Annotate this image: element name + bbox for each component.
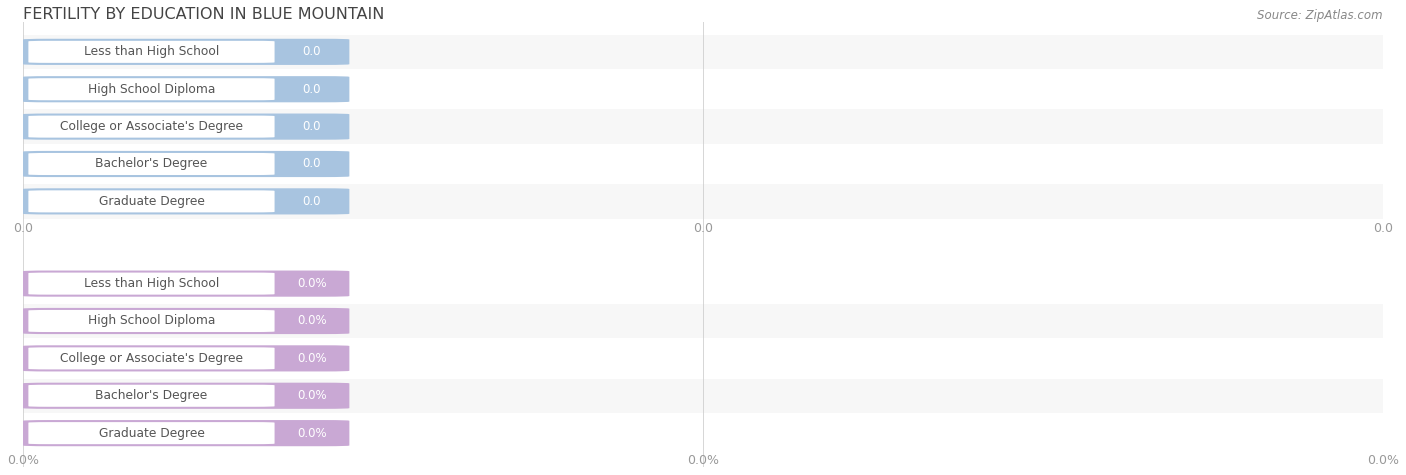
FancyBboxPatch shape xyxy=(22,308,349,334)
Text: College or Associate's Degree: College or Associate's Degree xyxy=(60,352,243,365)
Text: Graduate Degree: Graduate Degree xyxy=(98,195,204,208)
Text: Bachelor's Degree: Bachelor's Degree xyxy=(96,158,208,171)
Text: 0.0%: 0.0% xyxy=(688,454,718,467)
FancyBboxPatch shape xyxy=(28,422,274,444)
Text: Bachelor's Degree: Bachelor's Degree xyxy=(96,389,208,402)
Bar xyxy=(22,266,1384,301)
FancyBboxPatch shape xyxy=(28,273,274,294)
FancyBboxPatch shape xyxy=(28,310,274,332)
Text: 0.0%: 0.0% xyxy=(297,427,326,440)
Bar xyxy=(22,35,1384,69)
Bar xyxy=(22,147,1384,181)
FancyBboxPatch shape xyxy=(28,153,274,175)
Text: Less than High School: Less than High School xyxy=(84,277,219,290)
Text: College or Associate's Degree: College or Associate's Degree xyxy=(60,120,243,133)
Bar xyxy=(22,304,1384,338)
Text: 0.0%: 0.0% xyxy=(297,314,326,327)
Text: Source: ZipAtlas.com: Source: ZipAtlas.com xyxy=(1257,9,1384,22)
FancyBboxPatch shape xyxy=(22,420,349,446)
FancyBboxPatch shape xyxy=(22,383,349,409)
Bar xyxy=(22,416,1384,450)
Bar xyxy=(22,109,1384,144)
Text: Graduate Degree: Graduate Degree xyxy=(98,427,204,440)
FancyBboxPatch shape xyxy=(28,41,274,63)
FancyBboxPatch shape xyxy=(28,190,274,212)
Bar xyxy=(22,184,1384,218)
FancyBboxPatch shape xyxy=(22,151,349,177)
Text: 0.0%: 0.0% xyxy=(297,389,326,402)
Text: Less than High School: Less than High School xyxy=(84,45,219,58)
Text: 0.0: 0.0 xyxy=(302,195,321,208)
Text: 0.0: 0.0 xyxy=(302,83,321,96)
Text: 0.0: 0.0 xyxy=(302,120,321,133)
FancyBboxPatch shape xyxy=(22,114,349,140)
FancyBboxPatch shape xyxy=(28,115,274,138)
FancyBboxPatch shape xyxy=(22,39,349,65)
FancyBboxPatch shape xyxy=(28,78,274,100)
Text: High School Diploma: High School Diploma xyxy=(87,83,215,96)
Text: FERTILITY BY EDUCATION IN BLUE MOUNTAIN: FERTILITY BY EDUCATION IN BLUE MOUNTAIN xyxy=(22,7,384,22)
Text: 0.0: 0.0 xyxy=(302,158,321,171)
Text: 0.0%: 0.0% xyxy=(1367,454,1399,467)
FancyBboxPatch shape xyxy=(28,385,274,407)
FancyBboxPatch shape xyxy=(22,345,349,371)
Text: 0.0: 0.0 xyxy=(1374,222,1393,235)
Bar xyxy=(22,341,1384,376)
Text: 0.0: 0.0 xyxy=(302,45,321,58)
Bar xyxy=(22,379,1384,413)
Text: High School Diploma: High School Diploma xyxy=(87,314,215,327)
Text: 0.0%: 0.0% xyxy=(297,352,326,365)
Text: 0.0%: 0.0% xyxy=(7,454,39,467)
FancyBboxPatch shape xyxy=(28,347,274,370)
Text: 0.0%: 0.0% xyxy=(297,277,326,290)
Text: 0.0: 0.0 xyxy=(13,222,32,235)
Text: 0.0: 0.0 xyxy=(693,222,713,235)
FancyBboxPatch shape xyxy=(22,188,349,214)
FancyBboxPatch shape xyxy=(22,76,349,102)
Bar xyxy=(22,72,1384,106)
FancyBboxPatch shape xyxy=(22,271,349,297)
